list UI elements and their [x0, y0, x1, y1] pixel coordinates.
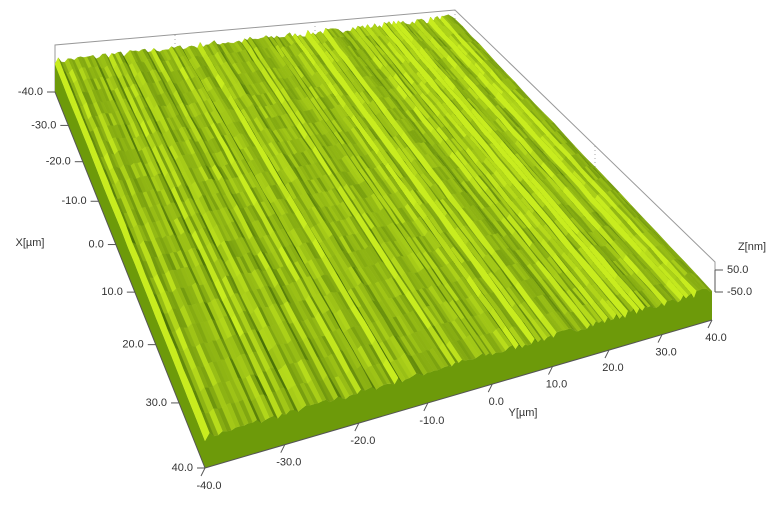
x-axis-label: X[µm]	[16, 237, 45, 249]
y-tick-label: -10.0	[419, 415, 444, 427]
x-tick-label: -40.0	[18, 86, 43, 98]
z-tick-label: -50.0	[727, 286, 752, 298]
x-tick-label: -30.0	[31, 119, 56, 131]
x-tick-label: -20.0	[46, 156, 71, 168]
y-axis-label: Y[µm]	[509, 407, 538, 419]
x-tick-label: 0.0	[89, 238, 104, 250]
y-tick-label: -30.0	[276, 457, 301, 469]
y-tick	[201, 468, 205, 476]
chart: X[µm] Y[µm] Z[nm] -40.0 -30.0 -20.0 -10.0 0.…	[0, 0, 781, 505]
y-tick-label: -20.0	[350, 435, 375, 447]
x-tick-label: 30.0	[146, 397, 167, 409]
y-tick-label: 0.0	[489, 396, 504, 408]
z-tick-label: 50.0	[727, 264, 748, 276]
y-tick-label: 20.0	[602, 362, 623, 374]
z-axis-label: Z[nm]	[738, 241, 766, 253]
y-tick-label: 40.0	[705, 332, 726, 344]
y-tick-label: 10.0	[546, 378, 567, 390]
x-tick-label: 40.0	[172, 462, 193, 474]
x-tick-label: 10.0	[101, 286, 122, 298]
y-tick-label: -40.0	[196, 480, 221, 492]
x-tick-label: 20.0	[122, 339, 143, 351]
x-tick-label: -10.0	[62, 195, 87, 207]
y-tick-label: 30.0	[655, 346, 676, 358]
